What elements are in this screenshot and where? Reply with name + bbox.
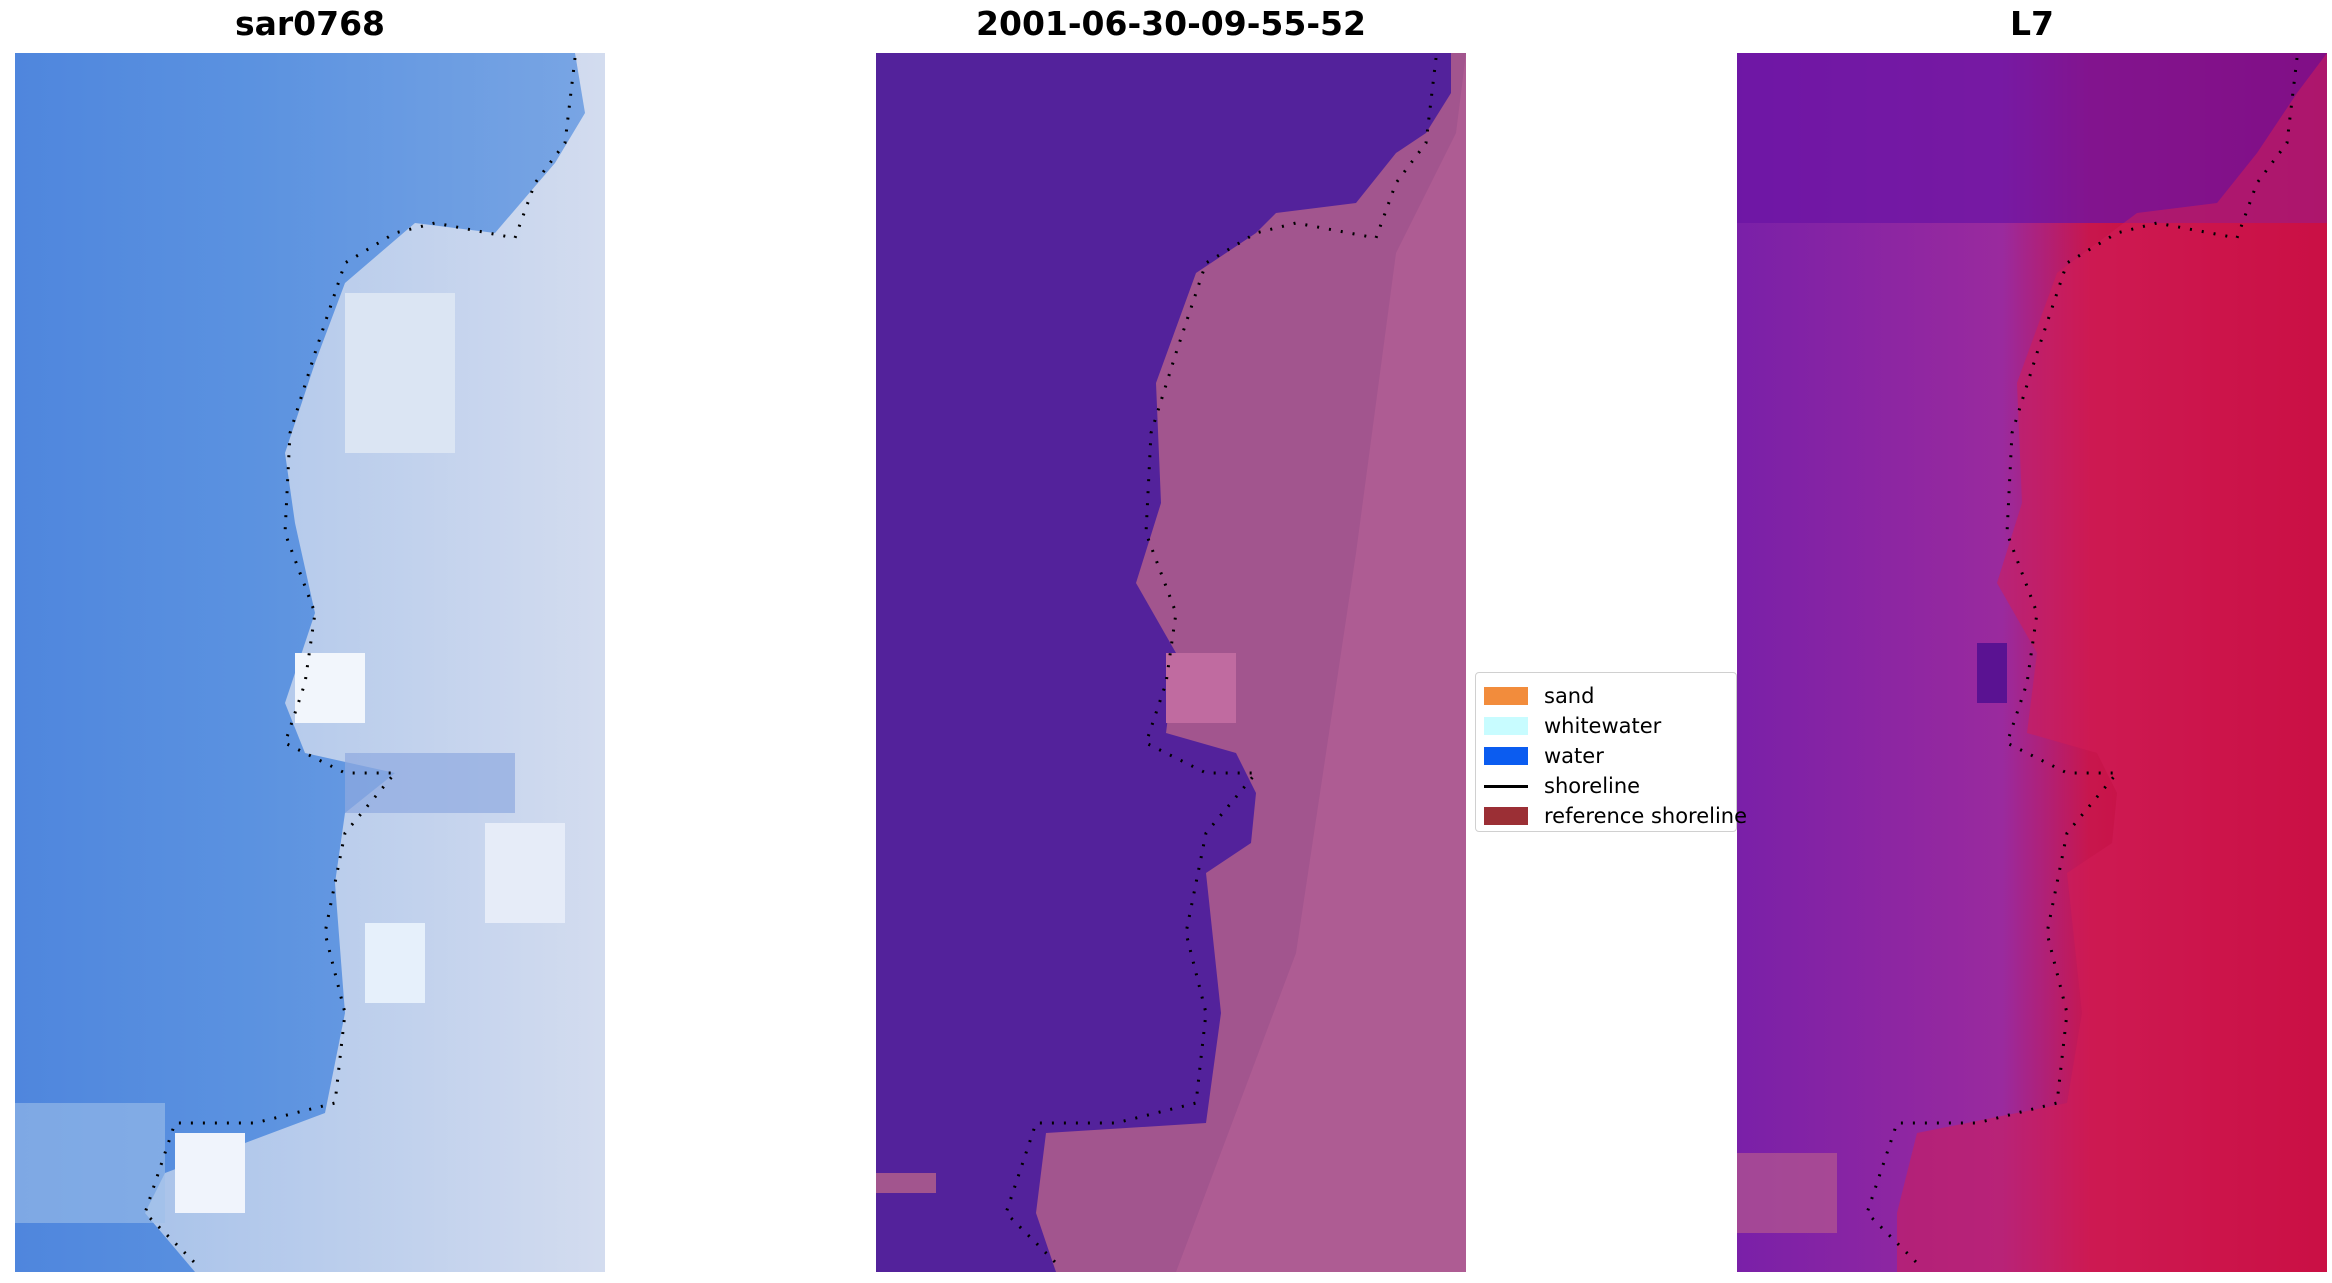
- panel-title-2: 2001-06-30-09-55-52: [976, 4, 1366, 43]
- legend-item-water: water: [1484, 743, 1604, 769]
- panel-title-3: L7: [2010, 4, 2054, 43]
- legend-label: sand: [1544, 684, 1595, 708]
- rgb-image: [15, 53, 605, 1272]
- classified-image: [876, 53, 1466, 1272]
- legend-label: water: [1544, 744, 1604, 768]
- classified-image-panel: [876, 53, 1466, 1272]
- legend-label: reference shoreline: [1544, 804, 1748, 828]
- panel-title-1: sar0768: [234, 4, 386, 43]
- legend-item-whitewater: whitewater: [1484, 713, 1661, 739]
- legend-item-sand: sand: [1484, 683, 1594, 709]
- water-index-panel: [1737, 53, 2327, 1272]
- sand-swatch: [1484, 687, 1528, 705]
- legend-label: shoreline: [1544, 774, 1641, 798]
- legend-item-shoreline: shoreline: [1484, 773, 1640, 799]
- legend-label: whitewater: [1544, 714, 1662, 738]
- shoreline-rgb: [143, 57, 577, 1265]
- shoreline-water-index: [1865, 57, 2299, 1265]
- whitewater-swatch: [1484, 717, 1528, 735]
- shoreline-line-swatch: [1484, 784, 1528, 788]
- water-swatch: [1484, 747, 1528, 765]
- rgb-image-panel: [15, 53, 605, 1272]
- reference-shoreline-swatch: [1484, 807, 1528, 825]
- water-index-image: [1737, 53, 2327, 1272]
- legend: sand whitewater water shoreline referenc…: [1475, 672, 1747, 832]
- legend-item-reference-shoreline: reference shoreline: [1484, 803, 1747, 829]
- shoreline-classified: [1004, 57, 1438, 1265]
